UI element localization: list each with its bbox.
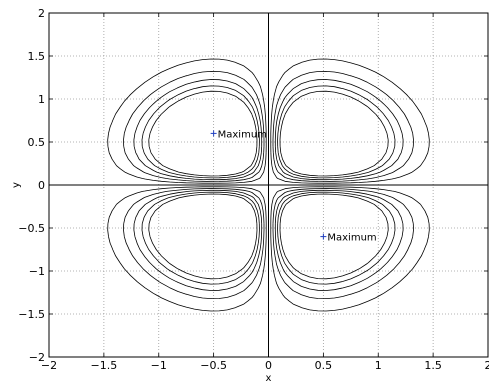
contour-lines bbox=[107, 58, 430, 312]
y-tick-label: 2 bbox=[38, 7, 45, 20]
contour-level-0.5 bbox=[148, 90, 389, 280]
contour-level-0.2 bbox=[123, 71, 414, 299]
x-tick-label: −0.5 bbox=[200, 359, 227, 372]
y-tick-label: −0.5 bbox=[18, 222, 45, 235]
y-tick-label: 0 bbox=[38, 179, 45, 192]
y-tick-label: 0.5 bbox=[28, 136, 46, 149]
contour-level-0.1 bbox=[107, 58, 430, 312]
x-tick-label: 0.5 bbox=[315, 359, 333, 372]
contour-level-0.4 bbox=[141, 85, 396, 285]
x-tick-label: 2 bbox=[485, 359, 489, 372]
x-tick-label: 1 bbox=[375, 359, 382, 372]
tick-labels: −2 −1.5 −1 −0.5 0 0.5 1 1.5 2 −2 −1.5 −1 −0.5 0 0.5 1 1.… bbox=[18, 7, 489, 372]
maximum-label: Maximum bbox=[327, 233, 376, 244]
y-tick-label: −1 bbox=[29, 265, 45, 278]
axes-frame bbox=[48, 12, 489, 358]
x-tick-label: 1.5 bbox=[424, 359, 442, 372]
y-tick-label: 1 bbox=[38, 93, 45, 106]
contour-level-0.3 bbox=[133, 79, 404, 291]
y-tick-label: −1.5 bbox=[18, 308, 45, 321]
y-tick-label: −2 bbox=[29, 351, 45, 364]
y-tick-label: 1.5 bbox=[28, 50, 46, 63]
x-tick-label: −1.5 bbox=[91, 359, 118, 372]
maximum-marker-2: Maximum bbox=[320, 233, 377, 244]
x-tick-label: 0 bbox=[265, 359, 272, 372]
x-tick-label: −1 bbox=[151, 359, 167, 372]
markers: Maximum Maximum bbox=[210, 129, 377, 244]
y-axis-label: y bbox=[11, 182, 22, 188]
reference-lines bbox=[49, 13, 488, 357]
maximum-marker-1: Maximum bbox=[210, 129, 267, 140]
x-axis-label: x bbox=[266, 373, 272, 383]
x-tick-label: −2 bbox=[41, 359, 57, 372]
maximum-label: Maximum bbox=[218, 129, 267, 140]
